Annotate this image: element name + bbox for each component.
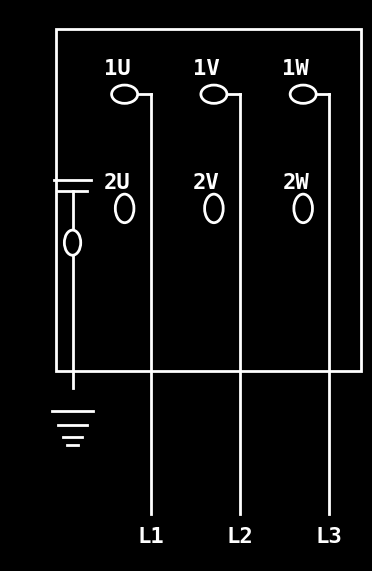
Text: 2V: 2V — [193, 172, 220, 193]
Text: 2W: 2W — [282, 172, 309, 193]
Text: L1: L1 — [137, 526, 164, 547]
Bar — [56, 29, 361, 371]
Text: L3: L3 — [316, 526, 343, 547]
Text: L2: L2 — [227, 526, 253, 547]
Text: 1U: 1U — [104, 58, 131, 79]
Text: 1V: 1V — [193, 58, 220, 79]
Text: 1W: 1W — [282, 58, 309, 79]
Text: 2U: 2U — [104, 172, 131, 193]
